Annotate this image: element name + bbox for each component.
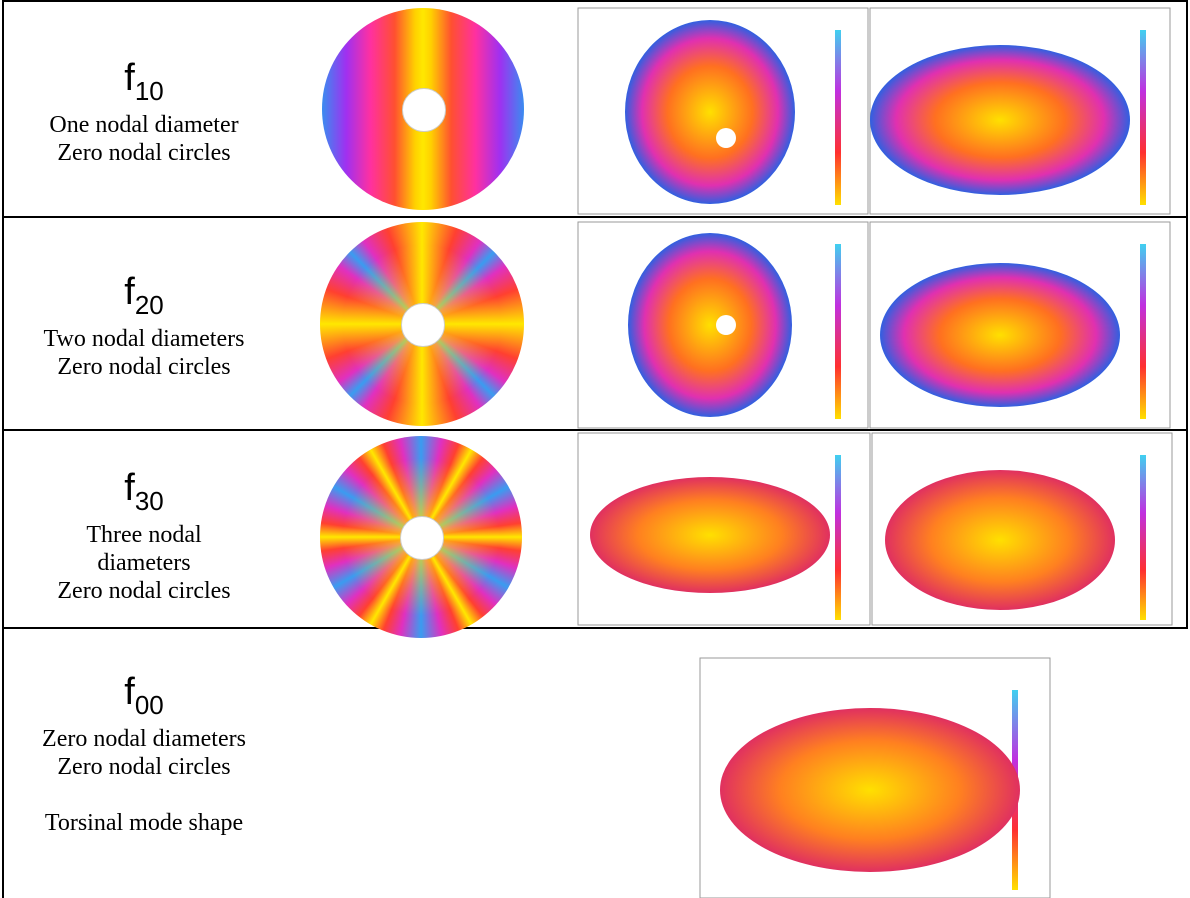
page: f10 One nodal diameter Zero nodal circle… <box>0 0 1190 898</box>
fem-images <box>0 0 1190 898</box>
